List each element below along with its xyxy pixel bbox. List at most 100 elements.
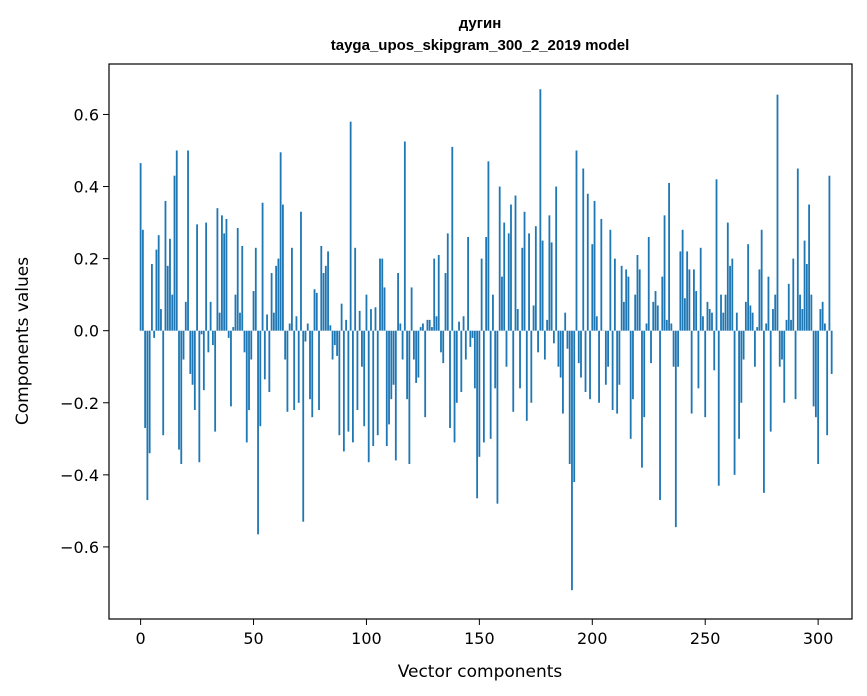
bar-172 — [528, 233, 530, 331]
bar-187 — [562, 330, 564, 414]
bar-291 — [796, 168, 799, 331]
bar-19 — [182, 330, 185, 360]
bar-137 — [449, 330, 451, 428]
bar-24 — [193, 330, 196, 410]
bar-262 — [731, 258, 734, 331]
bar-280 — [772, 309, 774, 331]
bar-192 — [573, 330, 576, 483]
y-tick-label: −0.6 — [60, 538, 99, 557]
bar-283 — [778, 330, 781, 367]
bar-225 — [647, 236, 650, 331]
bar-299 — [814, 330, 817, 418]
bar-91 — [345, 319, 348, 331]
bar-129 — [431, 327, 433, 331]
bar-65 — [286, 330, 289, 412]
bar-304 — [826, 330, 829, 436]
bar-89 — [340, 303, 343, 331]
bar-25 — [196, 224, 198, 331]
bar-152 — [482, 330, 485, 443]
bar-121 — [412, 330, 415, 360]
bar-263 — [733, 330, 736, 475]
bar-81 — [322, 273, 325, 331]
bar-245 — [693, 269, 695, 331]
bar-149 — [476, 330, 479, 499]
bar-191 — [571, 330, 573, 591]
bar-67 — [291, 247, 293, 331]
bar-77 — [313, 289, 316, 331]
bar-154 — [487, 161, 490, 331]
bar-241 — [683, 298, 686, 331]
bar-131 — [435, 316, 438, 331]
bar-36 — [221, 215, 223, 331]
bar-140 — [455, 330, 458, 403]
bar-73 — [304, 330, 307, 342]
bar-82 — [324, 265, 327, 331]
bar-141 — [458, 321, 460, 331]
bar-59 — [272, 312, 275, 331]
bar-34 — [216, 208, 219, 331]
bar-228 — [654, 291, 657, 331]
bar-197 — [584, 330, 587, 392]
bar-157 — [494, 330, 497, 389]
bar-167 — [516, 309, 519, 331]
bar-134 — [442, 330, 445, 364]
bar-45 — [241, 246, 244, 331]
bar-182 — [550, 242, 553, 331]
bar-80 — [320, 246, 323, 331]
bar-237 — [674, 330, 677, 528]
bar-94 — [352, 330, 354, 443]
bar-109 — [385, 330, 388, 447]
bar-14 — [171, 294, 174, 331]
bar-103 — [372, 330, 375, 447]
bar-220 — [636, 255, 639, 331]
bar-135 — [444, 273, 447, 331]
bar-111 — [390, 330, 393, 400]
bar-267 — [742, 330, 745, 360]
bar-215 — [625, 269, 628, 331]
bar-118 — [406, 330, 409, 400]
bar-13 — [169, 238, 171, 331]
x-tick-label: 0 — [136, 629, 146, 648]
bar-259 — [724, 294, 727, 331]
bar-126 — [424, 330, 427, 418]
bar-125 — [422, 323, 424, 331]
bar-275 — [760, 229, 763, 331]
bar-294 — [803, 240, 806, 331]
bar-85 — [331, 330, 334, 360]
bar-132 — [437, 255, 440, 331]
bar-239 — [679, 251, 682, 331]
bar-159 — [498, 186, 501, 331]
bar-58 — [270, 273, 273, 331]
bar-200 — [591, 244, 594, 331]
bar-293 — [801, 309, 804, 331]
bar-15 — [173, 175, 176, 331]
bar-3 — [146, 330, 149, 501]
bar-303 — [824, 323, 826, 331]
bar-63 — [281, 204, 284, 331]
bar-122 — [415, 330, 418, 383]
bar-101 — [367, 330, 370, 463]
bar-248 — [699, 247, 702, 331]
bar-6 — [153, 330, 156, 338]
bar-112 — [392, 330, 395, 385]
bar-203 — [598, 330, 600, 403]
bar-39 — [227, 330, 230, 338]
bar-74 — [306, 323, 309, 331]
bar-295 — [805, 264, 808, 331]
bar-153 — [485, 236, 488, 331]
bar-133 — [440, 330, 442, 353]
bar-213 — [620, 265, 623, 331]
bar-194 — [577, 330, 580, 364]
bar-35 — [218, 312, 221, 331]
bar-230 — [659, 330, 661, 501]
bar-296 — [808, 204, 810, 331]
bar-206 — [604, 330, 607, 385]
bar-161 — [503, 222, 506, 331]
y-tick-label: −0.4 — [60, 466, 99, 485]
bar-184 — [555, 186, 558, 331]
bar-223 — [643, 330, 646, 418]
bar-234 — [668, 182, 670, 331]
x-tick-label: 50 — [243, 629, 263, 648]
bar-285 — [783, 330, 786, 403]
bar-212 — [618, 330, 621, 385]
